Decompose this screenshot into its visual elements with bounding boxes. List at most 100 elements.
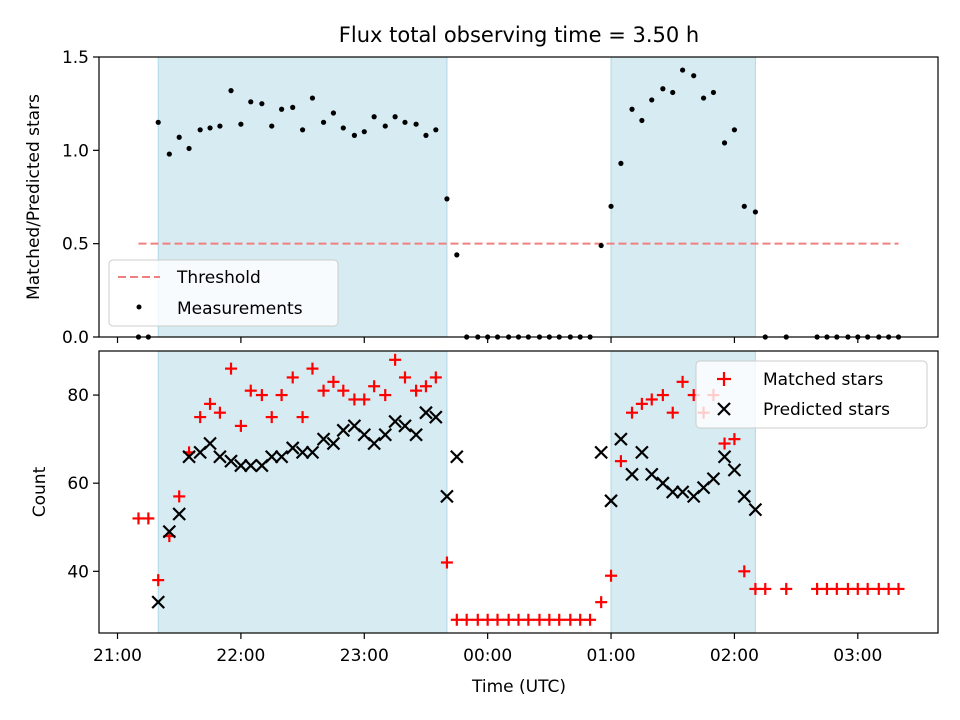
x-tick-label: 03:00 [833,646,882,666]
matched-point [194,411,207,424]
matched-point [491,613,504,626]
bottom-x-ticks: 21:00 22:00 23:00 00:00 01:00 02:00 03:00 [93,633,882,666]
matched-point [306,362,319,375]
predicted-point [409,427,423,442]
measurement-point [371,114,377,120]
matched-point [368,380,381,393]
top-axes-frame [98,56,939,338]
top-legend-box [108,259,339,327]
matched-point [861,582,874,595]
x-tick-label: 01:00 [587,646,636,666]
matched-point [429,371,442,384]
matched-point [173,490,186,503]
measurement-point [309,95,316,101]
predicted-point [440,489,454,504]
predicted-point [675,485,690,499]
measurement-point [238,121,244,127]
measurement-point [299,127,306,133]
predicted-legend-label: Predicted stars [763,400,890,420]
measurement-point [700,95,707,101]
bottom-y-ticks: 40 60 80 [67,386,99,582]
matched-point [255,389,268,402]
y-tick-label: 0.5 [62,235,89,255]
matched-point [358,393,371,406]
matched-legend-swatch [717,372,731,386]
measurement-point [228,88,234,94]
matched-point [614,455,627,468]
matched-point [522,613,535,626]
measurement-point [259,101,265,107]
measurement-point [741,203,747,209]
top-ylabel: Matched/Predicted stars [24,94,44,300]
bottom-legend: Matched stars Predicted stars [695,360,928,429]
measurement-point [598,242,604,249]
predicted-point [203,436,217,451]
measurement-point [340,125,346,131]
predicted-point [635,445,649,460]
predicted-point [450,449,464,464]
predicted-point [224,454,238,468]
matched-point [265,411,278,424]
predicted-point [727,463,742,477]
measurement-point [320,119,327,125]
measurement-point [444,196,450,202]
x-tick-label: 22:00 [216,646,265,666]
measurement-point [649,97,655,103]
measurement-point [351,132,358,138]
y-tick-label: 1.5 [62,48,89,68]
top-panel: 0.0 0.5 1.0 1.5 Matched/Predicted stars Thr… [24,48,939,348]
measurement-point [402,119,408,125]
predicted-point [717,449,732,464]
predicted-point [644,467,659,482]
bottom-axes-frame [98,350,939,634]
matched-point [759,582,772,595]
matched-point [584,613,597,626]
matched-point [275,389,288,402]
matched-point [830,582,843,595]
predicted-point [305,445,320,460]
measurement-point [670,89,676,96]
measurement-point [330,110,337,116]
measurement-point [721,140,728,146]
bottom-panel: 40 60 80 21:00 22:00 23:00 00:00 01:00 02:00 03:… [30,350,939,697]
matched-point [460,613,473,626]
predicted-point [172,507,186,521]
matched-point [225,362,238,375]
predicted-point [264,449,279,464]
predicted-point [706,472,721,486]
measurement-point [691,73,697,79]
predicted-point [625,467,639,482]
predicted-point [316,432,331,446]
matched-point [780,582,793,595]
bottom-legend-box [695,360,928,429]
measurement-point [639,117,645,124]
measurement-point [731,127,738,133]
predicted-point [748,502,763,517]
predicted-point [295,445,310,460]
matched-legend-label: Matched stars [763,370,883,390]
figure-title: Flux total observing time = 3.50 h [339,23,699,47]
measurement-point [618,160,624,166]
matched-point [595,596,608,609]
x-tick-label: 00:00 [463,646,512,666]
predicted-point [213,449,227,464]
y-tick-label: 40 [67,562,89,582]
measurement-point [629,106,635,112]
predicted-point [594,445,608,460]
matched-point [213,406,226,419]
matched-point [296,411,309,424]
top-legend: Threshold Measurements [108,259,339,327]
predicted-point [285,441,300,455]
predicted-point [336,423,351,438]
matched-point [553,613,566,626]
measurement-point [269,123,275,129]
matched-point [892,582,905,595]
threshold-legend-label: Threshold [176,268,261,288]
top-x-ticks [116,337,859,343]
matched-point [389,353,402,366]
matched-point [666,406,679,419]
matched-point [626,406,639,419]
matched-point [440,556,453,569]
x-axis-label: Time (UTC) [471,677,566,697]
measurement-point [608,203,614,209]
